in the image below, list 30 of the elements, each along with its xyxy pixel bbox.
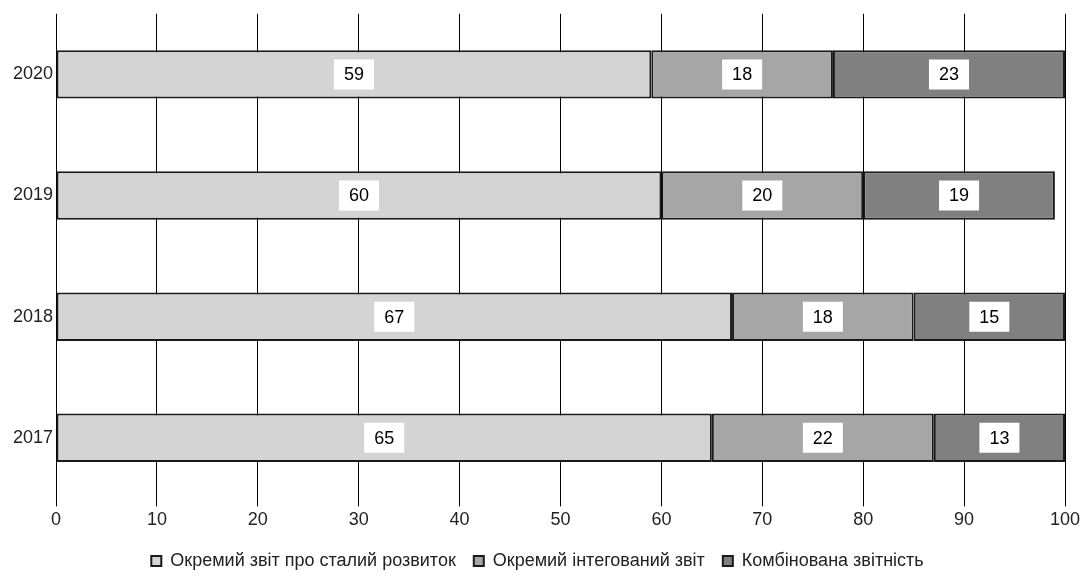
y-tick-label: 2019 — [13, 184, 54, 205]
x-tick-label: 10 — [146, 509, 167, 530]
data-label: 13 — [989, 427, 1010, 448]
x-tick-label: 60 — [651, 509, 672, 530]
y-tick-label: 2017 — [13, 426, 54, 447]
data-label: 59 — [343, 64, 364, 85]
x-tick-label: 100 — [1049, 509, 1081, 530]
data-label: 15 — [979, 306, 1000, 327]
x-tick-label: 30 — [348, 509, 369, 530]
data-label: 22 — [812, 427, 833, 448]
data-label: 19 — [949, 185, 970, 206]
y-tick-label: 2018 — [13, 305, 54, 326]
data-label: 18 — [812, 306, 833, 327]
data-label: 67 — [384, 306, 405, 327]
x-tick-label: 20 — [247, 509, 268, 530]
x-tick-label: 40 — [449, 509, 470, 530]
x-tick-label: 50 — [550, 509, 571, 530]
legend-label: Комбінована звітність — [741, 549, 924, 570]
data-label: 60 — [348, 185, 369, 206]
x-tick-label: 90 — [954, 509, 975, 530]
legend-label: Окремий інтегований звіт — [492, 549, 705, 570]
x-tick-label: 70 — [752, 509, 773, 530]
x-tick-label: 80 — [853, 509, 874, 530]
data-label: 65 — [374, 427, 395, 448]
legend-label: Окремий звіт про сталий розвиток — [170, 549, 456, 570]
y-tick-label: 2020 — [13, 63, 54, 84]
x-tick-label: 0 — [51, 509, 62, 530]
data-label: 23 — [938, 64, 959, 85]
data-label: 20 — [752, 185, 773, 206]
data-label: 18 — [732, 64, 753, 85]
